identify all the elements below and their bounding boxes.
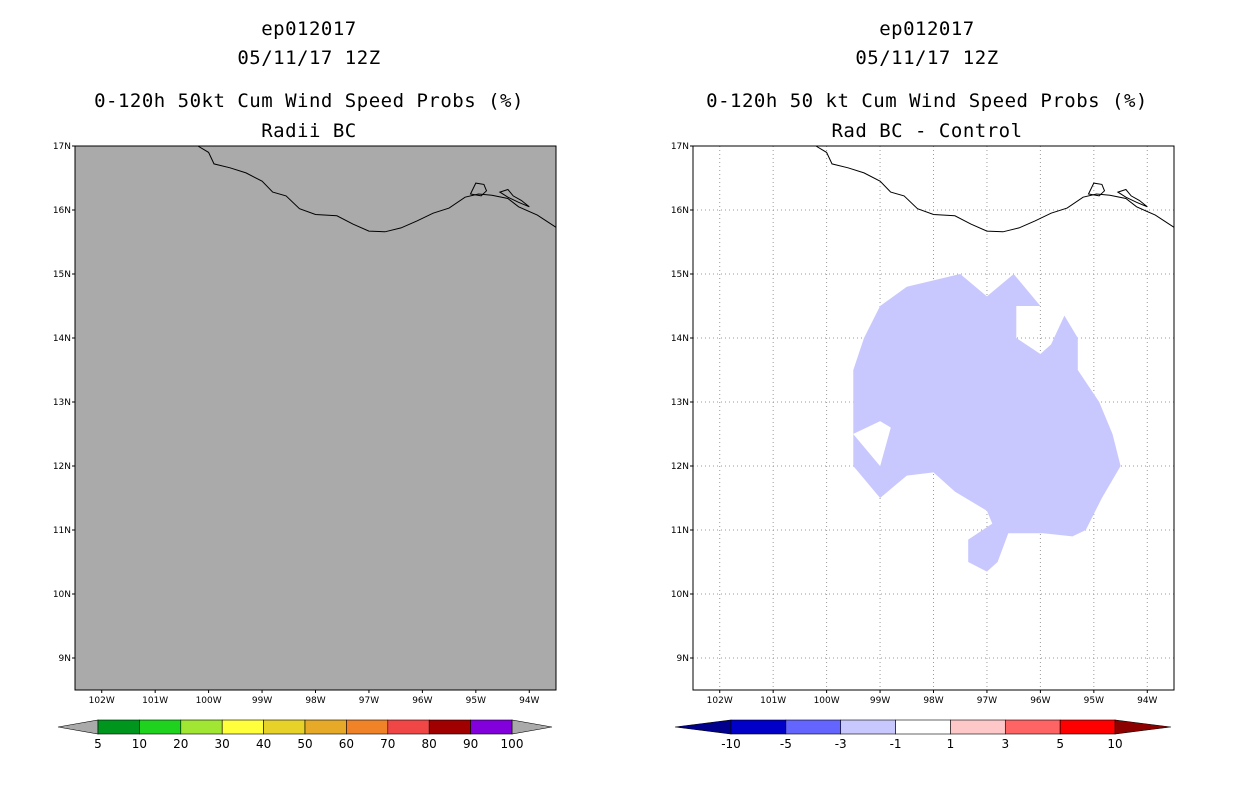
colorbar-label: 3 xyxy=(1001,737,1009,751)
x-tick-label: 97W xyxy=(977,696,997,706)
x-tick-label: 98W xyxy=(305,696,325,706)
colorbar-label: -3 xyxy=(835,737,847,751)
colorbar-label: 10 xyxy=(1107,737,1122,751)
y-tick-label: 12N xyxy=(53,462,71,472)
y-tick-label: 9N xyxy=(677,654,689,664)
colorbar-label: 5 xyxy=(94,737,102,751)
x-tick-label: 100W xyxy=(814,696,840,706)
x-tick-label: 98W xyxy=(923,696,943,706)
colorbar-segment xyxy=(304,719,347,735)
coastline xyxy=(815,145,1175,233)
y-tick-label: 14N xyxy=(671,334,689,344)
panel-rad-bc-control: ep012017 05/11/17 12Z 0-120h 50 kt Cum W… xyxy=(618,0,1236,800)
chart-subtitle: Radii BC xyxy=(261,120,357,142)
colorbar-label: 40 xyxy=(256,737,271,751)
x-tick-label: 96W xyxy=(412,696,432,706)
coastline xyxy=(197,145,557,233)
y-tick-label: 12N xyxy=(671,462,689,472)
y-tick-label: 16N xyxy=(53,206,71,216)
coastline-island xyxy=(1087,182,1106,197)
colorbar-label: 5 xyxy=(1056,737,1064,751)
y-tick-label: 11N xyxy=(671,526,689,536)
colorbar-label: -5 xyxy=(780,737,792,751)
y-tick-label: 10N xyxy=(671,590,689,600)
map-plot-right: 9N 10N 11N 12N 13N 14N 15N 16N 17N 102W 101W 100W 99… xyxy=(671,142,1175,751)
colorbar-arrow-right xyxy=(511,719,553,735)
colorbar-label: -10 xyxy=(721,737,741,751)
y-tick-label: 9N xyxy=(59,654,71,664)
x-tick-label: 99W xyxy=(870,696,890,706)
probability-difference-region xyxy=(853,274,1121,572)
colorbar-segment xyxy=(428,719,471,735)
colorbar-arrow-left xyxy=(674,719,732,735)
datetime-title: 05/11/17 12Z xyxy=(237,47,381,69)
colorbar-label: 90 xyxy=(463,737,478,751)
colorbar-segment xyxy=(840,719,896,735)
colorbar-label: 80 xyxy=(422,737,437,751)
colorbar-label: 30 xyxy=(215,737,230,751)
x-tick-label: 101W xyxy=(760,696,786,706)
colorbar-label: 20 xyxy=(173,737,188,751)
y-tick-label: 17N xyxy=(53,142,71,152)
colorbar-segment xyxy=(470,719,513,735)
map-plot-left: 9N 10N 11N 12N 13N 14N 15N 16N 17N 102W 101W 100W 99… xyxy=(53,142,557,751)
y-tick-label: 17N xyxy=(671,142,689,152)
y-tick-label: 11N xyxy=(53,526,71,536)
region-hole xyxy=(853,421,891,466)
colorbar-segment xyxy=(730,719,787,735)
colorbar-label: 70 xyxy=(380,737,395,751)
colorbar-label: 100 xyxy=(501,737,524,751)
colorbar-segment xyxy=(1004,719,1061,735)
colorbar-label: 60 xyxy=(339,737,354,751)
x-tick-label: 94W xyxy=(1137,696,1157,706)
y-tick-label: 13N xyxy=(53,398,71,408)
chart-title: 0-120h 50 kt Cum Wind Speed Probs (%) xyxy=(706,90,1148,112)
colorbar-segment xyxy=(263,719,306,735)
coastline-island xyxy=(469,182,488,197)
colorbar-segment xyxy=(895,719,951,735)
colorbar-segment xyxy=(1059,719,1116,735)
panel-radii-bc: ep012017 05/11/17 12Z 0-120h 50kt Cum Wi… xyxy=(53,18,557,751)
plot-background xyxy=(75,146,556,690)
x-tick-label: 94W xyxy=(519,696,539,706)
colorbar-segment xyxy=(221,719,264,735)
x-tick-label: 96W xyxy=(1030,696,1050,706)
x-tick-label: 101W xyxy=(142,696,168,706)
colorbar-segment xyxy=(346,719,389,735)
y-tick-label: 15N xyxy=(53,270,71,280)
colorbar-arrow-right xyxy=(1114,719,1172,735)
colorbar-label: -1 xyxy=(890,737,902,751)
y-tick-label: 10N xyxy=(53,590,71,600)
colorbar-segment xyxy=(180,719,223,735)
x-tick-label: 99W xyxy=(252,696,272,706)
colorbar-label: 50 xyxy=(297,737,312,751)
y-tick-label: 14N xyxy=(53,334,71,344)
colorbar-segment xyxy=(97,719,140,735)
colorbar-arrow-left xyxy=(57,719,99,735)
colorbar-label: 10 xyxy=(132,737,147,751)
y-tick-label: 16N xyxy=(671,206,689,216)
y-tick-label: 15N xyxy=(671,270,689,280)
y-tick-label: 13N xyxy=(671,398,689,408)
chart-subtitle: Rad BC - Control xyxy=(831,120,1023,142)
chart-title: 0-120h 50kt Cum Wind Speed Probs (%) xyxy=(94,90,524,112)
storm-id-title: ep012017 xyxy=(261,18,357,40)
x-tick-label: 102W xyxy=(89,696,115,706)
x-tick-label: 100W xyxy=(196,696,222,706)
x-tick-label: 97W xyxy=(359,696,379,706)
x-tick-label: 95W xyxy=(1084,696,1104,706)
x-tick-label: 95W xyxy=(466,696,486,706)
colorbar-segment xyxy=(387,719,430,735)
coastline-island xyxy=(498,188,530,208)
colorbar-segment xyxy=(950,719,1006,735)
datetime-title: 05/11/17 12Z xyxy=(855,47,999,69)
storm-id-title: ep012017 xyxy=(879,18,975,40)
colorbar-segment xyxy=(785,719,842,735)
x-tick-label: 102W xyxy=(707,696,733,706)
coastline-island xyxy=(1116,188,1148,208)
colorbar-label: 1 xyxy=(947,737,955,751)
colorbar-segment xyxy=(139,719,182,735)
